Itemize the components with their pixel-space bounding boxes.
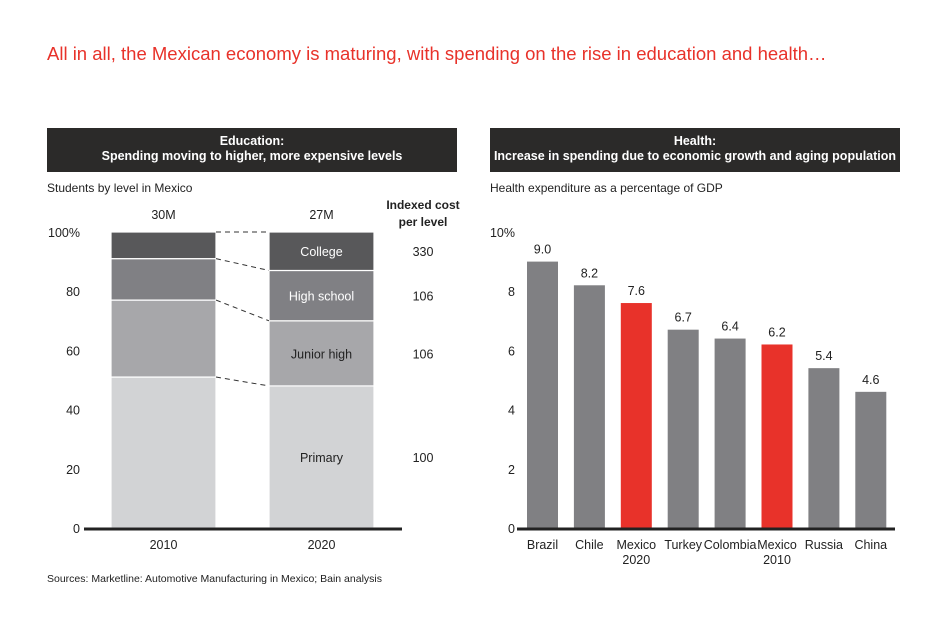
bar	[620, 303, 652, 528]
bar	[761, 344, 793, 528]
segment-label: High school	[289, 290, 354, 304]
segment-label: College	[300, 245, 342, 259]
bar	[527, 261, 558, 528]
x-tick-label: Mexico	[757, 538, 797, 552]
bar	[714, 338, 746, 528]
stacked-bar-segment	[110, 258, 217, 301]
y-tick-label: 6	[508, 344, 515, 358]
cost-value: 106	[413, 347, 434, 361]
y-tick-label: 20	[66, 463, 80, 477]
bar	[808, 368, 840, 528]
x-tick-label: 2010	[150, 538, 178, 552]
stacked-bar-segment	[268, 231, 375, 272]
y-tick-label: 0	[73, 522, 80, 536]
x-tick-label: 2020	[308, 538, 336, 552]
source-note: Sources: Marketline: Automotive Manufact…	[47, 573, 382, 585]
y-tick-label: 4	[508, 404, 515, 418]
cost-value: 100	[413, 451, 434, 465]
segment-label: Primary	[300, 451, 344, 465]
data-label: 6.4	[721, 320, 738, 334]
cost-header: Indexed cost	[386, 198, 459, 212]
x-tick-label: Brazil	[527, 538, 558, 552]
bar	[855, 391, 887, 528]
education-header: Education: Spending moving to higher, mo…	[47, 128, 457, 172]
y-tick-label: 60	[66, 344, 80, 358]
data-label: 5.4	[815, 349, 832, 363]
x-tick-label: Chile	[575, 538, 604, 552]
y-tick-label: 2	[508, 463, 515, 477]
health-header-line2: Increase in spending due to economic gro…	[493, 149, 897, 163]
stacked-bar-segment	[268, 269, 375, 322]
x-tick-label: Colombia	[704, 538, 757, 552]
cost-value: 106	[413, 290, 434, 304]
bar-total-label: 30M	[151, 208, 175, 222]
health-subtitle: Health expenditure as a percentage of GD…	[490, 181, 723, 195]
bar-total-label: 27M	[309, 208, 333, 222]
education-header-line1: Education:	[219, 134, 285, 148]
y-tick-label: 40	[66, 404, 80, 418]
bar	[573, 285, 605, 528]
x-tick-label: 2010	[763, 553, 791, 567]
data-label: 7.6	[628, 284, 645, 298]
connector-line	[215, 258, 270, 271]
stacked-bar-segment	[268, 320, 375, 387]
y-tick-label: 100%	[48, 226, 80, 240]
y-tick-label: 0	[508, 522, 515, 536]
data-label: 9.0	[534, 243, 551, 257]
connector-line	[215, 299, 270, 322]
cost-value: 330	[413, 245, 434, 259]
stacked-bar-segment	[110, 299, 217, 378]
education-subtitle: Students by level in Mexico	[47, 181, 193, 195]
x-tick-label: Turkey	[664, 538, 702, 552]
y-tick-label: 10%	[490, 226, 515, 240]
x-tick-label: China	[854, 538, 887, 552]
stacked-bar-segment	[268, 385, 375, 529]
stacked-bar-segment	[110, 376, 217, 529]
x-tick-label: Mexico	[617, 538, 657, 552]
connector-line	[215, 376, 270, 387]
x-tick-label: Russia	[805, 538, 843, 552]
health-header: Health: Increase in spending due to econ…	[490, 128, 900, 172]
x-tick-label: 2020	[622, 553, 650, 567]
y-tick-label: 80	[66, 285, 80, 299]
health-header-line1: Health:	[673, 134, 717, 148]
data-label: 4.6	[862, 373, 879, 387]
data-label: 6.7	[675, 311, 692, 325]
slide-title: All in all, the Mexican economy is matur…	[47, 43, 827, 64]
y-tick-label: 8	[508, 285, 515, 299]
data-label: 8.2	[581, 266, 598, 280]
data-label: 6.2	[768, 325, 785, 339]
segment-label: Junior high	[291, 347, 352, 361]
stacked-bar-segment	[110, 231, 217, 260]
cost-header: per level	[399, 215, 448, 229]
education-header-line2: Spending moving to higher, more expensiv…	[101, 149, 403, 163]
bar	[667, 329, 699, 528]
